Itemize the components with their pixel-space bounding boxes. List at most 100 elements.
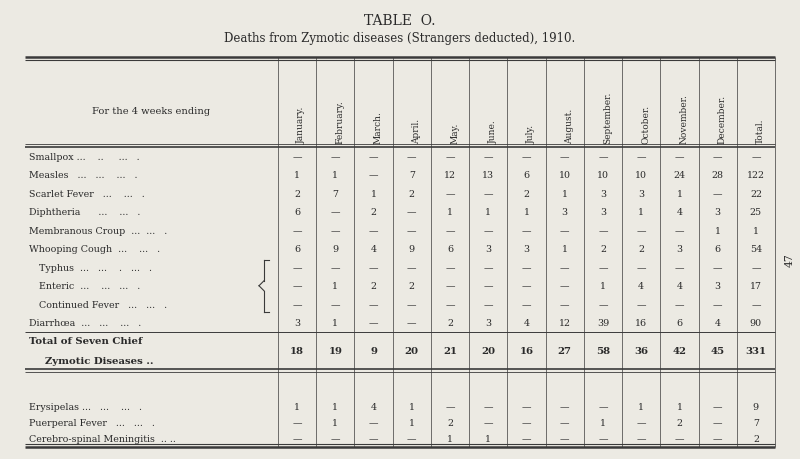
Text: —: — [292, 152, 302, 162]
Text: —: — [713, 419, 722, 428]
Text: 1: 1 [638, 403, 644, 412]
Text: 3: 3 [294, 319, 300, 328]
Text: Scarlet Fever   ...    ...   .: Scarlet Fever ... ... . [29, 189, 145, 198]
Text: 1: 1 [294, 403, 300, 412]
Text: 2: 2 [753, 435, 759, 443]
Text: —: — [713, 152, 722, 162]
Text: —: — [522, 282, 531, 291]
Text: —: — [369, 226, 378, 235]
Text: —: — [369, 263, 378, 272]
Text: —: — [751, 152, 761, 162]
Text: —: — [330, 226, 340, 235]
Text: Deaths from Zymotic diseases (Strangers deducted), 1910.: Deaths from Zymotic diseases (Strangers … [224, 32, 576, 45]
Text: 20: 20 [482, 346, 495, 355]
Text: 3: 3 [523, 245, 530, 254]
Text: 1: 1 [332, 403, 338, 412]
Text: —: — [407, 435, 417, 443]
Text: March.: March. [374, 111, 382, 144]
Text: 7: 7 [753, 419, 759, 428]
Text: 1: 1 [523, 208, 530, 217]
Text: 6: 6 [714, 245, 721, 254]
Text: 1: 1 [409, 403, 415, 412]
Text: —: — [713, 435, 722, 443]
Text: 1: 1 [714, 226, 721, 235]
Text: 3: 3 [638, 189, 644, 198]
Text: —: — [522, 403, 531, 412]
Text: 1: 1 [562, 189, 568, 198]
Text: 4: 4 [714, 319, 721, 328]
Text: —: — [674, 152, 684, 162]
Text: 10: 10 [597, 171, 609, 180]
Text: 1: 1 [370, 189, 377, 198]
Text: —: — [483, 300, 493, 309]
Text: 331: 331 [746, 346, 766, 355]
Text: —: — [522, 435, 531, 443]
Text: 36: 36 [634, 346, 648, 355]
Text: 1: 1 [332, 171, 338, 180]
Text: —: — [483, 419, 493, 428]
Text: —: — [369, 319, 378, 328]
Text: 4: 4 [523, 319, 530, 328]
Text: 13: 13 [482, 171, 494, 180]
Text: Zymotic Diseases ..: Zymotic Diseases .. [45, 356, 154, 365]
Text: 2: 2 [523, 189, 530, 198]
Text: —: — [713, 189, 722, 198]
Text: October.: October. [641, 105, 650, 144]
Text: 28: 28 [712, 171, 724, 180]
Text: 25: 25 [750, 208, 762, 217]
Text: 3: 3 [600, 189, 606, 198]
Text: 18: 18 [290, 346, 304, 355]
Text: July.: July. [526, 124, 535, 144]
Text: 16: 16 [519, 346, 534, 355]
Text: —: — [483, 189, 493, 198]
Text: —: — [369, 435, 378, 443]
Text: 17: 17 [750, 282, 762, 291]
Text: —: — [637, 419, 646, 428]
Text: 10: 10 [558, 171, 570, 180]
Text: —: — [751, 300, 761, 309]
Text: May.: May. [450, 123, 459, 144]
Text: —: — [637, 300, 646, 309]
Text: 3: 3 [676, 245, 682, 254]
Text: —: — [330, 300, 340, 309]
Text: September.: September. [603, 91, 612, 144]
Text: —: — [292, 263, 302, 272]
Text: —: — [446, 403, 454, 412]
Text: 1: 1 [562, 245, 568, 254]
Text: —: — [407, 152, 417, 162]
Text: —: — [713, 263, 722, 272]
Text: Puerperal Fever   ...   ...   .: Puerperal Fever ... ... . [29, 419, 155, 428]
Text: Enteric  ...    ...   ...   .: Enteric ... ... ... . [39, 282, 140, 291]
Text: 20: 20 [405, 346, 419, 355]
Text: Total.: Total. [756, 118, 765, 144]
Text: —: — [483, 263, 493, 272]
Text: —: — [560, 263, 570, 272]
Text: 1: 1 [486, 208, 491, 217]
Text: —: — [292, 419, 302, 428]
Text: 1: 1 [332, 319, 338, 328]
Text: —: — [598, 263, 608, 272]
Text: Measles   ...   ...    ...   .: Measles ... ... ... . [29, 171, 138, 180]
Text: 2: 2 [600, 245, 606, 254]
Text: —: — [598, 300, 608, 309]
Text: 6: 6 [523, 171, 530, 180]
Text: —: — [330, 435, 340, 443]
Text: August.: August. [565, 108, 574, 144]
Text: Diphtheria      ...    ...   .: Diphtheria ... ... . [29, 208, 140, 217]
Text: —: — [369, 419, 378, 428]
Text: For the 4 weeks ending: For the 4 weeks ending [93, 106, 210, 115]
Text: 54: 54 [750, 245, 762, 254]
Text: —: — [369, 171, 378, 180]
Text: 1: 1 [332, 419, 338, 428]
Text: —: — [483, 226, 493, 235]
Text: —: — [407, 319, 417, 328]
Text: 1: 1 [486, 435, 491, 443]
Text: —: — [446, 263, 454, 272]
Text: —: — [674, 226, 684, 235]
Text: 1: 1 [600, 282, 606, 291]
Text: —: — [407, 226, 417, 235]
Text: 21: 21 [443, 346, 457, 355]
Text: 6: 6 [447, 245, 453, 254]
Text: —: — [674, 263, 684, 272]
Text: 1: 1 [447, 208, 453, 217]
